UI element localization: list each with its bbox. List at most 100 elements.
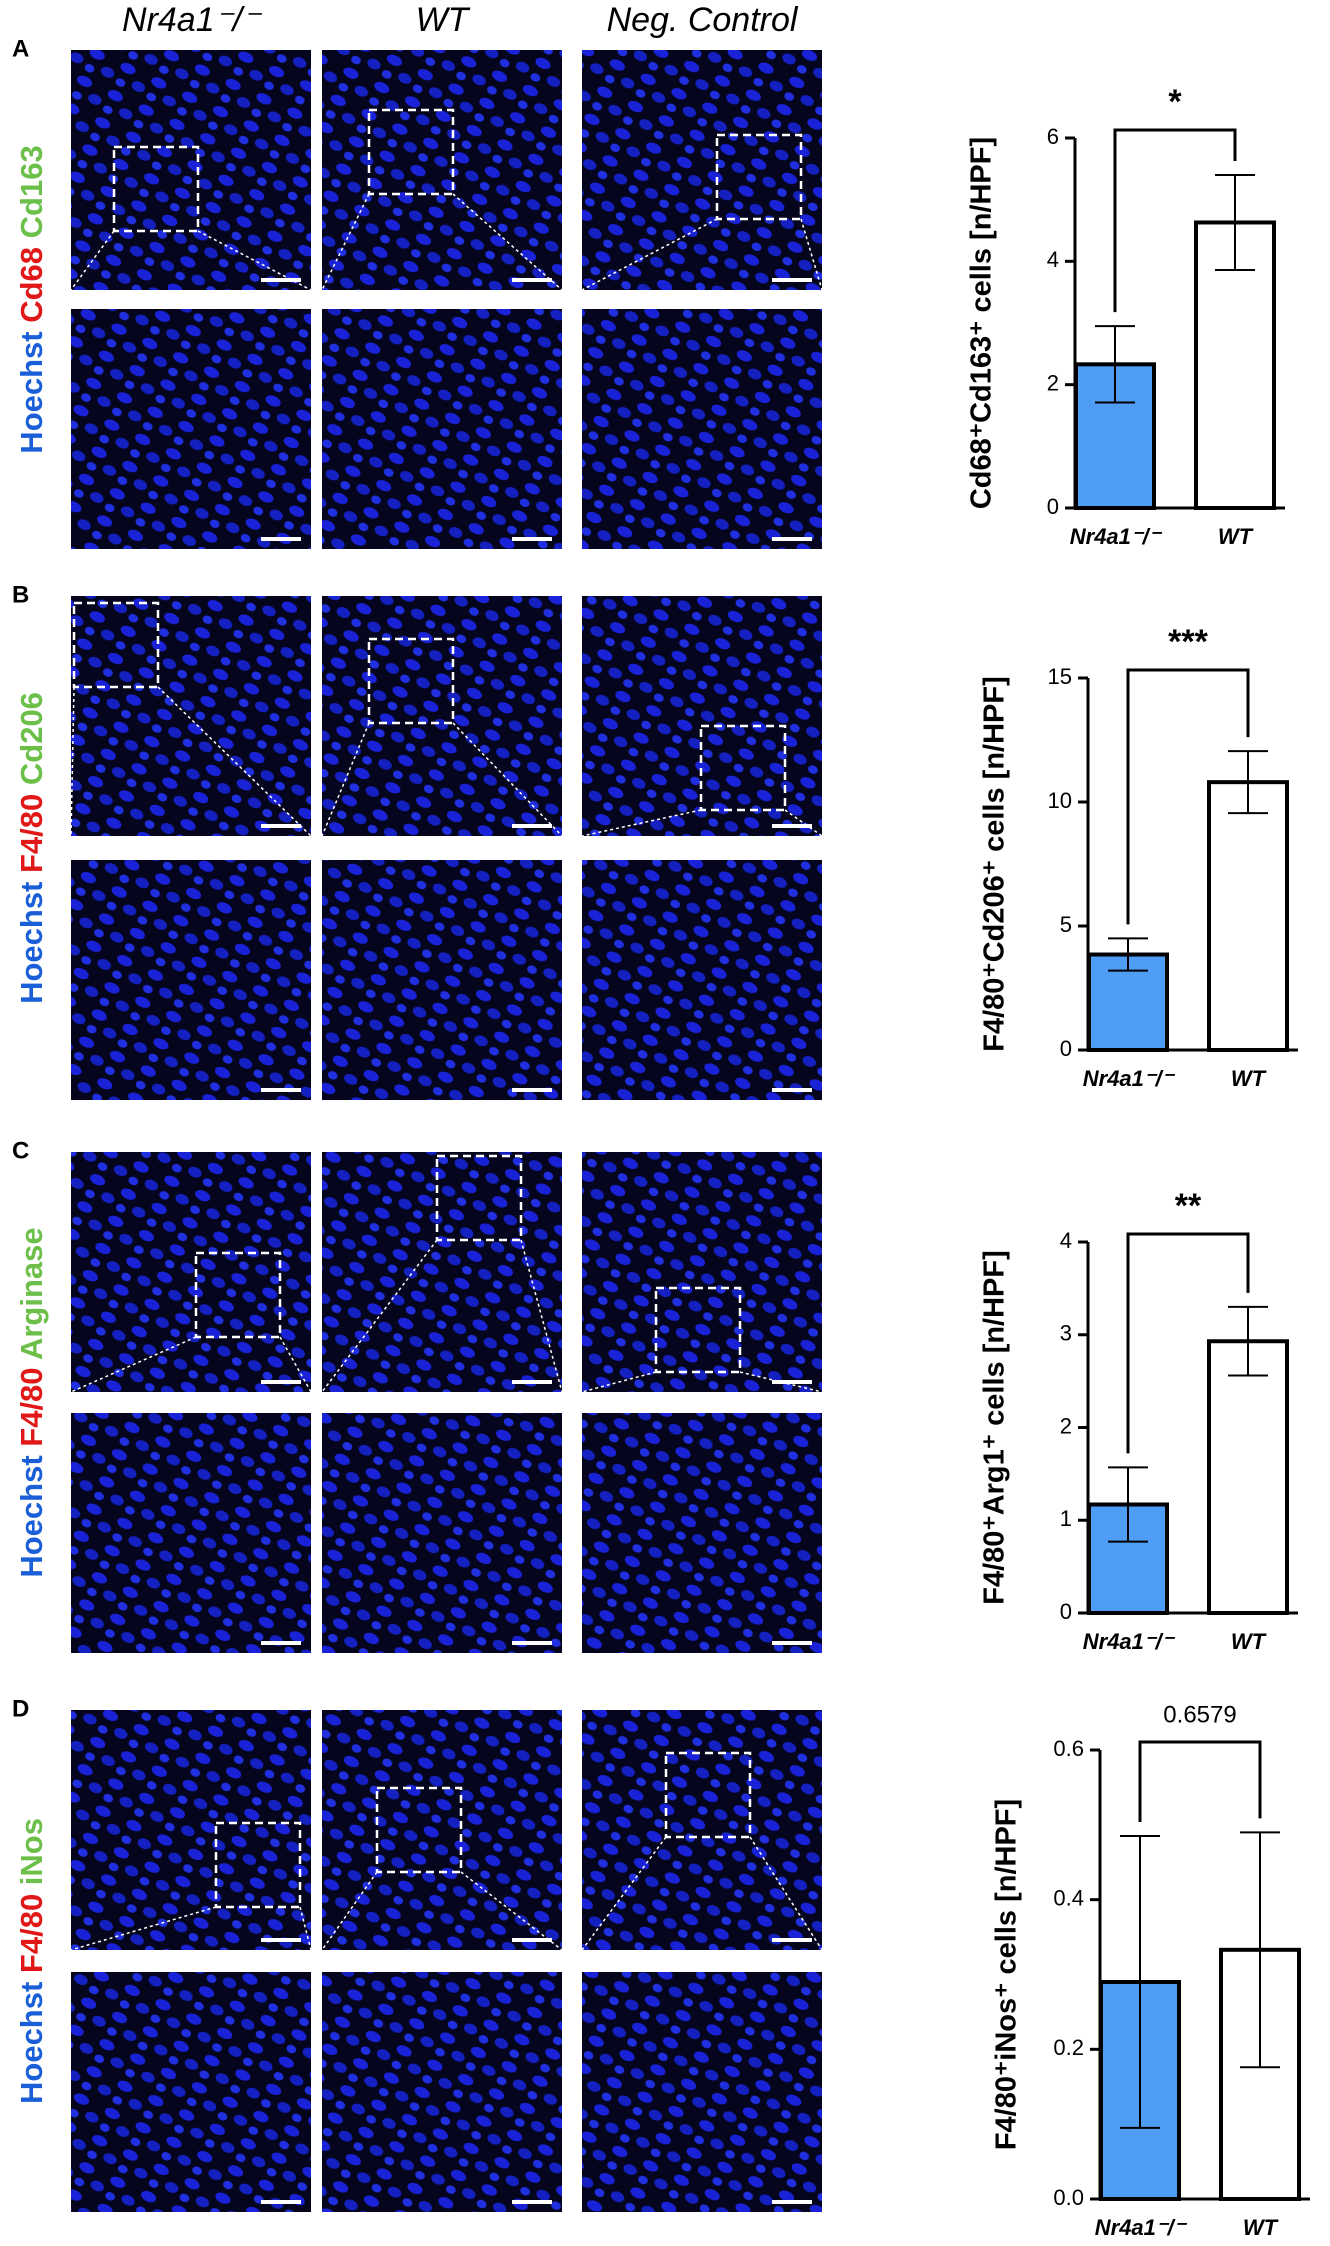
- y-tick-label: 0: [1047, 494, 1059, 519]
- y-axis-label: F4/80⁺Arg1⁺ cells [n/HPF]: [979, 1250, 1011, 1605]
- panel-letter: D: [12, 1695, 29, 1722]
- micrograph: [582, 1413, 822, 1653]
- error-bar: [1120, 1835, 1160, 2129]
- zoom-box: [194, 1251, 282, 1339]
- significance-bracket: [1126, 668, 1250, 925]
- stain-label: Hoechst Cd68 Cd163: [14, 145, 49, 453]
- panel-letter: A: [12, 35, 29, 62]
- zoom-box: [72, 601, 160, 689]
- zoom-line: [321, 1871, 378, 1951]
- y-axis-label: Cd68⁺Cd163⁺ cells [n/HPF]: [966, 137, 998, 509]
- stain-name: Hoechst: [14, 1973, 49, 2104]
- zoom-box: [664, 1751, 752, 1839]
- zoom-box: [715, 133, 803, 221]
- x-tick-label: Nr4a1⁻/⁻: [1083, 1629, 1176, 1654]
- micrograph: [322, 596, 562, 836]
- micrograph: [71, 50, 311, 290]
- bar: [1207, 1339, 1289, 1616]
- stain-name: iNos: [14, 1818, 49, 1885]
- zoom-line: [299, 1906, 312, 1951]
- error-bar: [1108, 1466, 1148, 1543]
- y-tick-label: 0.6: [1053, 1736, 1084, 1761]
- zoom-line: [70, 1336, 197, 1393]
- y-tick-label: 6: [1047, 124, 1059, 149]
- error-bar: [1108, 937, 1148, 972]
- micrograph: [322, 309, 562, 549]
- zoom-line: [520, 1239, 563, 1393]
- y-tick-label: 3: [1060, 1321, 1072, 1346]
- zoom-line: [739, 1371, 823, 1393]
- panel-letter: C: [12, 1137, 29, 1164]
- stain-name: Hoechst: [14, 1447, 49, 1578]
- micrograph: [322, 1152, 562, 1392]
- micrograph: [71, 1152, 311, 1392]
- micrograph: [322, 860, 562, 1100]
- stain-name: Cd68: [14, 238, 49, 322]
- y-tick-label: 2: [1047, 370, 1059, 395]
- y-axis-label: F4/80⁺iNos⁺ cells [n/HPF]: [991, 1799, 1023, 2150]
- stain-name: F4/80: [14, 1885, 49, 1973]
- zoom-line: [581, 218, 718, 291]
- zoom-line: [279, 1336, 312, 1393]
- y-tick-label: 0.2: [1053, 2035, 1084, 2060]
- y-tick-label: 0.0: [1053, 2185, 1084, 2210]
- error-bar: [1228, 750, 1268, 815]
- y-tick-label: 1: [1060, 1506, 1072, 1531]
- stain-name: F4/80: [14, 1360, 49, 1447]
- micrograph: [582, 1710, 822, 1950]
- zoom-box: [699, 724, 787, 812]
- column-header: WT: [416, 1, 471, 39]
- y-tick-label: 0.4: [1053, 1885, 1084, 1910]
- y-tick-label: 5: [1060, 912, 1072, 937]
- y-tick-label: 10: [1048, 788, 1072, 813]
- zoom-line: [70, 1906, 217, 1951]
- micrograph: [322, 50, 562, 290]
- micrograph: [322, 1413, 562, 1653]
- micrograph: [71, 1972, 311, 2212]
- column-header: Nr4a1⁻/⁻: [122, 1, 263, 39]
- micrograph: [71, 1710, 311, 1950]
- zoom-line: [321, 722, 370, 837]
- y-tick-label: 0: [1060, 1036, 1072, 1061]
- stain-name: Hoechst: [14, 873, 49, 1004]
- x-tick-label: Nr4a1⁻/⁻: [1095, 2215, 1188, 2240]
- bar: [1207, 780, 1289, 1052]
- zoom-box: [112, 145, 200, 233]
- x-tick-label: WT: [1218, 524, 1254, 549]
- micrograph: [322, 1710, 562, 1950]
- zoom-box: [654, 1286, 742, 1374]
- stain-label: Hoechst F4/80 Arginase: [14, 1227, 49, 1577]
- x-tick-label: WT: [1243, 2215, 1279, 2240]
- stain-name: Arginase: [14, 1227, 49, 1360]
- y-tick-label: 4: [1047, 247, 1059, 272]
- y-tick-label: 2: [1060, 1413, 1072, 1438]
- zoom-line: [784, 809, 823, 837]
- stain-name: F4/80: [14, 785, 49, 873]
- zoom-box: [375, 1786, 463, 1874]
- y-axis-label: F4/80⁺Cd206⁺ cells [n/HPF]: [979, 676, 1011, 1052]
- stain-name: Cd163: [14, 145, 49, 238]
- significance-bracket: [1138, 1740, 1262, 1823]
- error-bar: [1240, 1831, 1280, 2069]
- x-tick-label: WT: [1231, 1066, 1267, 1091]
- significance-label: **: [1175, 1187, 1202, 1225]
- x-tick-label: Nr4a1⁻/⁻: [1070, 524, 1163, 549]
- stain-name: Hoechst: [14, 323, 49, 454]
- zoom-line: [581, 809, 702, 837]
- micrograph: [322, 1972, 562, 2212]
- zoom-box: [367, 637, 455, 725]
- error-bar: [1228, 1305, 1268, 1377]
- micrograph: [71, 1413, 311, 1653]
- micrograph: [582, 309, 822, 549]
- zoom-line: [452, 193, 563, 291]
- y-tick-label: 15: [1048, 664, 1072, 689]
- stain-label: Hoechst F4/80 iNos: [14, 1818, 49, 2104]
- y-tick-label: 0: [1060, 1599, 1072, 1624]
- significance-bracket: [1126, 1232, 1250, 1454]
- micrograph: [582, 1972, 822, 2212]
- column-header: Neg. Control: [607, 1, 799, 39]
- micrograph: [582, 50, 822, 290]
- micrograph: [71, 309, 311, 549]
- error-bar: [1095, 325, 1135, 404]
- zoom-line: [749, 1836, 823, 1951]
